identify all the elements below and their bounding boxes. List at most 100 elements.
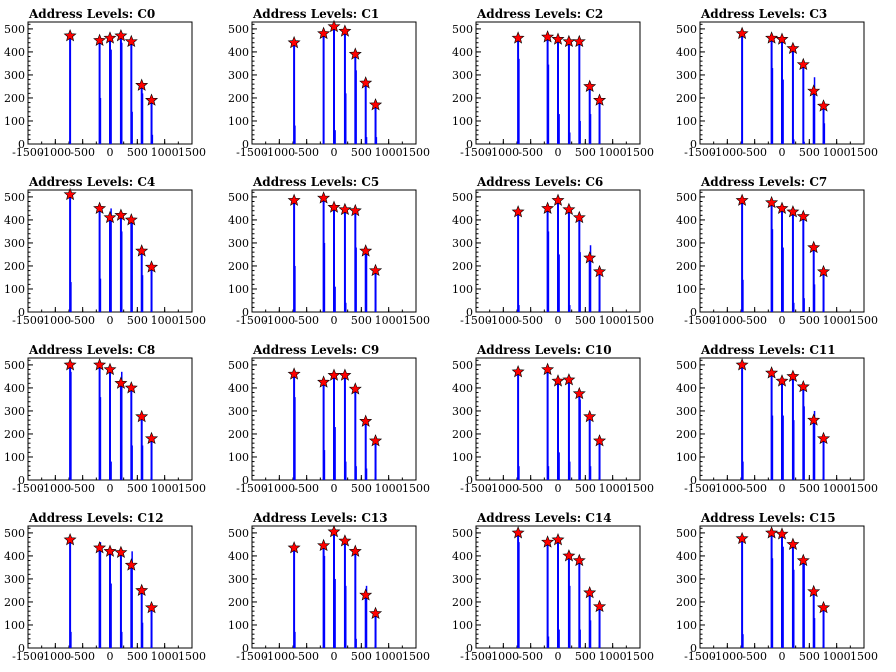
x-tick-label: -500 (294, 146, 319, 159)
peak-marker (817, 264, 831, 278)
histogram-bar (781, 381, 783, 480)
chart-title: Address Levels: C5 (252, 175, 379, 189)
x-tick-label: 500 (799, 146, 820, 159)
histogram-bar (802, 386, 805, 480)
histogram-bar (119, 215, 122, 312)
x-tick-label: 1500 (402, 146, 430, 159)
y-tick-label: 100 (228, 115, 249, 128)
peak-marker (63, 28, 77, 42)
x-tick-label: 500 (575, 146, 596, 159)
histogram-bar (343, 209, 346, 312)
y-tick-label: 100 (676, 283, 697, 296)
histogram-bar (557, 39, 559, 144)
chart-title: Address Levels: C12 (28, 511, 164, 525)
histogram-bar (150, 438, 153, 480)
peak-marker (786, 537, 800, 550)
peak-marker (103, 31, 117, 44)
histogram-bar (343, 540, 346, 648)
panel-c14: Address Levels: C14-1500-1000 -500 0 500 100… (452, 511, 654, 663)
x-tick-label: 500 (575, 650, 596, 663)
peak-marker (317, 375, 331, 388)
peak-marker (786, 41, 800, 54)
y-tick-label: 100 (452, 619, 473, 632)
y-tick-label: 400 (676, 382, 697, 395)
peak-marker (572, 386, 586, 400)
y-tick-label: 0 (18, 138, 25, 151)
histogram-bar (822, 271, 825, 312)
peak-marker (765, 526, 779, 539)
peak-marker (369, 98, 383, 111)
histogram-bar (374, 104, 377, 144)
peak-marker (796, 57, 810, 71)
y-tick-label: 500 (228, 191, 249, 204)
histogram-bar (140, 416, 143, 480)
x-tick-label: -500 (518, 146, 543, 159)
histogram-bar (781, 39, 783, 144)
chart-title: Address Levels: C4 (28, 175, 155, 189)
y-tick-label: 300 (452, 69, 473, 82)
histogram-bar (578, 393, 581, 480)
peak-marker (551, 32, 565, 45)
histogram-bar (546, 369, 549, 480)
y-tick-label: 300 (452, 405, 473, 418)
peak-marker (338, 368, 352, 381)
histogram-bar (791, 48, 794, 145)
peak-marker (114, 376, 128, 389)
x-tick-label: -500 (70, 650, 95, 663)
histogram-bar (782, 546, 784, 648)
histogram-bar (333, 26, 335, 144)
histogram-bar (791, 376, 794, 480)
x-tick-label: 0 (779, 650, 786, 663)
histogram-bar (567, 555, 570, 648)
peak-marker (735, 358, 749, 371)
x-tick-label: 1000 (823, 314, 851, 327)
histogram-bar (588, 86, 591, 144)
x-tick-label: 0 (107, 650, 114, 663)
y-tick-label: 0 (690, 474, 697, 487)
panel-c15: Address Levels: C15-1500-1000 -500 0 500 100… (676, 511, 878, 663)
histogram-bar (558, 629, 560, 648)
x-tick-label: -1500 (684, 482, 716, 495)
x-tick-label: -1500 (684, 314, 716, 327)
x-tick-label: 500 (127, 482, 148, 495)
x-tick-label: -500 (70, 482, 95, 495)
y-tick-label: 200 (4, 428, 25, 441)
y-tick-label: 100 (4, 619, 25, 632)
peak-marker (796, 209, 810, 222)
histogram-bar (119, 383, 122, 480)
histogram-bar (150, 100, 153, 144)
histogram-bar (802, 560, 805, 648)
histogram-bar (812, 247, 815, 312)
y-tick-label: 500 (228, 359, 249, 372)
chart-title: Address Levels: C2 (476, 7, 603, 21)
histogram-bar (822, 607, 825, 648)
panel-c3: Address Levels: C3-1500-1000 -500 0 500 1000… (676, 7, 878, 159)
y-tick-label: 400 (4, 46, 25, 59)
histogram-bar (354, 551, 357, 648)
x-tick-label: -1500 (460, 482, 492, 495)
y-tick-label: 500 (452, 191, 473, 204)
x-tick-label: 1500 (178, 314, 206, 327)
x-tick-label: 1000 (151, 146, 179, 159)
histogram-bar (770, 202, 773, 312)
histogram-bar (293, 42, 296, 144)
chart-title: Address Levels: C8 (28, 343, 155, 357)
peak-marker (511, 205, 525, 218)
x-tick-label: -500 (742, 146, 767, 159)
peak-marker (135, 78, 149, 91)
x-tick-label: -500 (294, 482, 319, 495)
y-tick-label: 400 (452, 550, 473, 563)
histogram-bar (109, 369, 111, 480)
x-tick-label: 1000 (151, 650, 179, 663)
x-tick-label: 0 (107, 314, 114, 327)
peak-marker (287, 367, 301, 380)
histogram-bar (98, 364, 101, 480)
y-tick-label: 200 (676, 428, 697, 441)
chart-title: Address Levels: C0 (28, 7, 155, 21)
chart-title: Address Levels: C11 (700, 343, 836, 357)
y-tick-label: 300 (228, 405, 249, 418)
y-tick-label: 0 (466, 474, 473, 487)
histogram-bar (517, 532, 520, 648)
peak-marker (562, 202, 576, 216)
x-tick-label: 500 (127, 650, 148, 663)
